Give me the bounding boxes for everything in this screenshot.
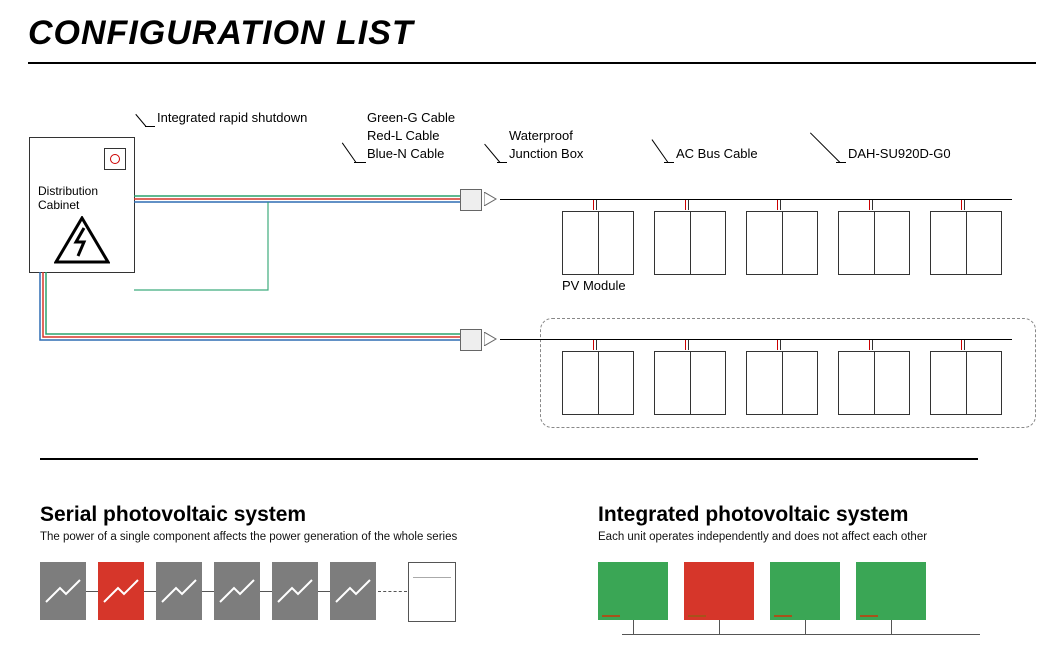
serial-heading: Serial photovoltaic system bbox=[40, 503, 306, 527]
pv-module bbox=[562, 211, 634, 275]
integrated-heading: Integrated photovoltaic system bbox=[598, 503, 908, 527]
label-jbox-1: Waterproof bbox=[509, 128, 573, 144]
page-title: CONFIGURATION LIST bbox=[28, 14, 414, 53]
junction-box-1 bbox=[460, 189, 482, 211]
integrated-subtext: Each unit operates independently and doe… bbox=[598, 531, 927, 543]
label-shutdown: Integrated rapid shutdown bbox=[157, 110, 307, 126]
shutdown-switch-icon bbox=[104, 148, 126, 170]
serial-module bbox=[40, 562, 86, 620]
label-cable-r: Red-L Cable bbox=[367, 128, 440, 144]
label-ac-bus: AC Bus Cable bbox=[676, 146, 758, 162]
cabinet-label-1: Distribution bbox=[38, 184, 98, 198]
serial-module bbox=[272, 562, 318, 620]
label-model: DAH-SU920D-G0 bbox=[848, 146, 951, 162]
serial-module bbox=[214, 562, 260, 620]
serial-subtext: The power of a single component affects … bbox=[40, 531, 457, 543]
integrated-bus bbox=[622, 634, 980, 635]
junction-box-2 bbox=[460, 329, 482, 351]
distribution-cabinet: Distribution Cabinet bbox=[29, 137, 135, 273]
section-divider bbox=[40, 458, 978, 460]
cabinet-label-2: Cabinet bbox=[38, 198, 79, 212]
integrated-module bbox=[684, 562, 754, 620]
label-cable-g: Green-G Cable bbox=[367, 110, 455, 126]
integrated-module bbox=[770, 562, 840, 620]
integrated-module bbox=[856, 562, 926, 620]
cabinet-label: Distribution Cabinet bbox=[38, 184, 98, 212]
pv-module bbox=[746, 351, 818, 415]
arrow-icon bbox=[484, 332, 498, 346]
title-underline bbox=[28, 62, 1036, 64]
ac-bus-row1 bbox=[500, 199, 1012, 200]
serial-module bbox=[330, 562, 376, 620]
pv-module bbox=[930, 351, 1002, 415]
pv-module bbox=[838, 351, 910, 415]
pv-module bbox=[562, 351, 634, 415]
ac-bus-row2 bbox=[500, 339, 1012, 340]
arrow-icon bbox=[484, 192, 498, 206]
pv-module bbox=[746, 211, 818, 275]
configuration-list-diagram: CONFIGURATION LIST Integrated rapid shut… bbox=[0, 0, 1060, 667]
label-jbox-2: Junction Box bbox=[509, 146, 583, 162]
high-voltage-icon bbox=[54, 216, 110, 264]
serial-module bbox=[98, 562, 144, 620]
pv-module bbox=[654, 351, 726, 415]
pv-module bbox=[654, 211, 726, 275]
pv-module bbox=[838, 211, 910, 275]
integrated-module bbox=[598, 562, 668, 620]
serial-inverter-icon bbox=[408, 562, 456, 622]
label-pv-module: PV Module bbox=[562, 278, 626, 294]
label-cable-b: Blue-N Cable bbox=[367, 146, 444, 162]
pv-module bbox=[930, 211, 1002, 275]
serial-module bbox=[156, 562, 202, 620]
